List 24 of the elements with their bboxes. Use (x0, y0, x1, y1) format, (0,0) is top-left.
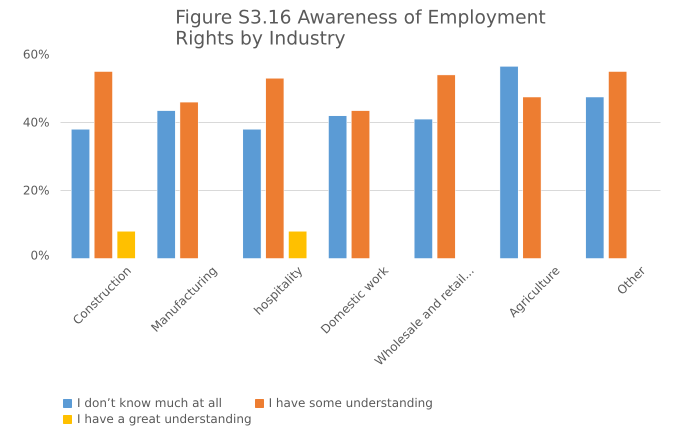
bar (156, 110, 176, 258)
y-tick-label: 20% (22, 184, 50, 198)
bar (585, 96, 604, 258)
bar (436, 74, 456, 258)
bar (328, 115, 348, 258)
legend-label: I don’t know much at all (77, 396, 222, 410)
bar (500, 66, 518, 258)
y-tick-label: 0% (30, 248, 50, 262)
legend-label: I have a great understanding (77, 412, 252, 426)
bar (180, 102, 198, 258)
bar (522, 96, 542, 258)
bar (265, 78, 284, 258)
bar (608, 71, 628, 258)
y-tick-label: 40% (22, 116, 50, 130)
bar (288, 231, 308, 258)
y-tick-label: 60% (22, 48, 50, 62)
bar (94, 71, 113, 258)
chart-title: Figure S3.16 Awareness of Employment Rights by Industry (175, 8, 546, 50)
bar (351, 110, 370, 258)
legend-label: I have some understanding (268, 396, 433, 410)
bar (414, 118, 433, 258)
bar (242, 129, 262, 258)
bar (71, 129, 90, 258)
bar (116, 231, 136, 258)
